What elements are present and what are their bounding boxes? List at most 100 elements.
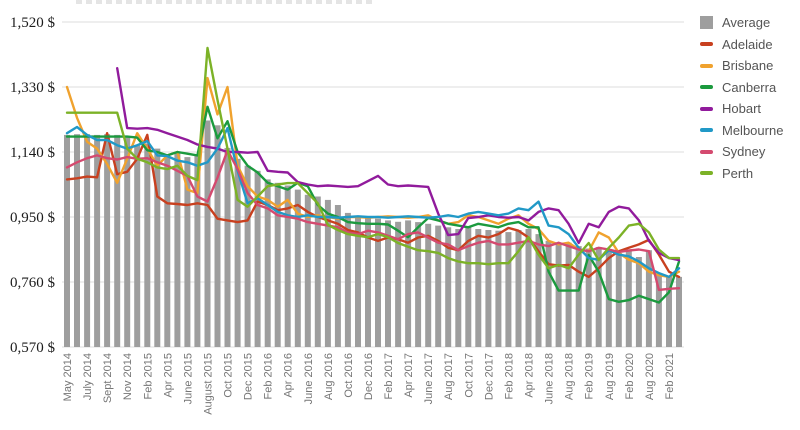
x-axis-tick-label: Dec 2017 — [483, 353, 495, 400]
bar-average — [194, 155, 201, 347]
bar-average — [174, 152, 181, 347]
bar-average — [525, 229, 532, 347]
legend-item-canberra[interactable]: Canberra — [700, 77, 800, 99]
bar-average — [465, 227, 472, 347]
line-canberra — [65, 105, 681, 304]
legend-item-brisbane[interactable]: Brisbane — [700, 55, 800, 77]
bar-average — [395, 221, 402, 347]
x-axis-tick-label: July 2014 — [82, 353, 94, 400]
bar-average — [314, 196, 321, 347]
x-axis-tick-label: Feb 2016 — [263, 353, 275, 399]
x-axis-tick-label: Oct 2015 — [223, 353, 235, 398]
line-sydney — [65, 149, 681, 292]
x-axis-tick-label: June 2015 — [182, 353, 194, 404]
bar-average — [224, 147, 231, 347]
bar-average — [595, 247, 602, 347]
legend-item-average[interactable]: Average — [700, 12, 800, 34]
bar-average — [666, 275, 672, 347]
x-axis-tick-label: Feb 2021 — [664, 353, 676, 399]
legend-swatch-hobart — [700, 106, 713, 111]
x-axis-tick-label: Feb 2018 — [503, 353, 515, 399]
x-axis-tick-label: May 2014 — [62, 353, 74, 401]
bar-average — [324, 199, 331, 347]
x-axis-tick-label: Nov 2014 — [122, 353, 134, 400]
bar-average — [244, 165, 251, 347]
legend-swatch-melbourne — [700, 128, 713, 133]
legend-swatch-perth — [700, 171, 713, 176]
legend-label: Brisbane — [722, 58, 774, 74]
x-axis-tick-label: Feb 2015 — [142, 353, 154, 399]
x-axis-tick-label: Feb 2019 — [584, 353, 596, 399]
y-axis-tick-label: 1,140 $ — [10, 145, 56, 161]
x-axis-tick-label: Dec 2016 — [363, 353, 375, 400]
bar-average — [134, 145, 141, 347]
legend-item-sydney[interactable]: Sydney — [700, 141, 800, 163]
legend-label: Sydney — [722, 144, 766, 160]
bar-average — [365, 216, 371, 347]
bar-average — [415, 222, 422, 347]
legend: Average Adelaide Brisbane Canberra Hobart Mel… — [700, 12, 800, 184]
x-axis-tick-label: Aug 2018 — [564, 353, 576, 400]
x-axis-tick-label: Apr 2017 — [403, 353, 415, 398]
x-axis-tick-label: Sept 2014 — [102, 353, 114, 403]
x-axis-tick-label: Aug 2019 — [604, 353, 616, 400]
y-axis-tick-label: 1,520 $ — [10, 15, 56, 31]
legend-label: Hobart — [722, 101, 762, 117]
legend-item-melbourne[interactable]: Melbourne — [700, 120, 800, 142]
y-axis-tick-label: 0,570 $ — [10, 340, 56, 356]
legend-swatch-sydney — [700, 149, 713, 154]
x-axis-tick-label: Dec 2015 — [243, 353, 255, 400]
bar-average — [425, 223, 432, 347]
y-axis-tick-label: 1,330 $ — [10, 80, 56, 96]
bar-average — [234, 158, 241, 347]
bar-average — [635, 257, 642, 347]
bar-average — [64, 134, 70, 347]
x-axis-tick-label: June 2016 — [303, 353, 315, 404]
bar-average — [254, 170, 261, 347]
bar-average — [475, 229, 482, 347]
cropped-title-remnant — [76, 0, 376, 4]
bar-average — [485, 230, 492, 347]
bar-average — [676, 276, 682, 347]
legend-swatch-adelaide — [700, 42, 713, 47]
x-axis-tick-label: Feb 2020 — [624, 353, 636, 399]
bar-average — [555, 243, 562, 347]
bar-average — [284, 185, 291, 347]
bar-average — [304, 194, 311, 347]
bar-average — [334, 205, 341, 347]
x-axis-tick-label: Oct 2016 — [343, 353, 355, 398]
bar-average — [575, 246, 582, 347]
legend-swatch-canberra — [700, 85, 713, 90]
bar-average — [445, 227, 452, 347]
line-hobart — [115, 66, 681, 262]
bar-average — [184, 157, 191, 347]
bar-average — [204, 120, 211, 347]
legend-item-perth[interactable]: Perth — [700, 163, 800, 185]
bar-average — [545, 240, 552, 347]
x-axis-tick-label: Apr 2016 — [283, 353, 295, 398]
legend-label: Adelaide — [722, 36, 773, 52]
bar-average — [214, 125, 221, 347]
bar-average — [274, 182, 281, 347]
legend-label: Perth — [722, 165, 754, 181]
bar-average — [154, 148, 161, 347]
x-axis-tick-label: Aug 2020 — [644, 353, 656, 400]
y-axis-tick-label: 0,950 $ — [10, 210, 56, 226]
x-axis-tick-label: June 2017 — [423, 353, 435, 404]
legend-item-adelaide[interactable]: Adelaide — [700, 34, 800, 56]
bar-average — [375, 218, 381, 347]
bar-average — [114, 134, 121, 347]
bar-average — [615, 252, 622, 347]
line-adelaide — [65, 131, 681, 279]
legend-item-hobart[interactable]: Hobart — [700, 98, 800, 120]
line-perth — [65, 46, 681, 270]
legend-label: Average — [722, 15, 771, 31]
bar-average — [344, 212, 351, 347]
bar-average — [655, 275, 662, 347]
bar-average — [104, 134, 111, 347]
bar-average — [84, 134, 91, 347]
legend-label: Canberra — [722, 79, 777, 95]
bar-average — [625, 250, 632, 347]
